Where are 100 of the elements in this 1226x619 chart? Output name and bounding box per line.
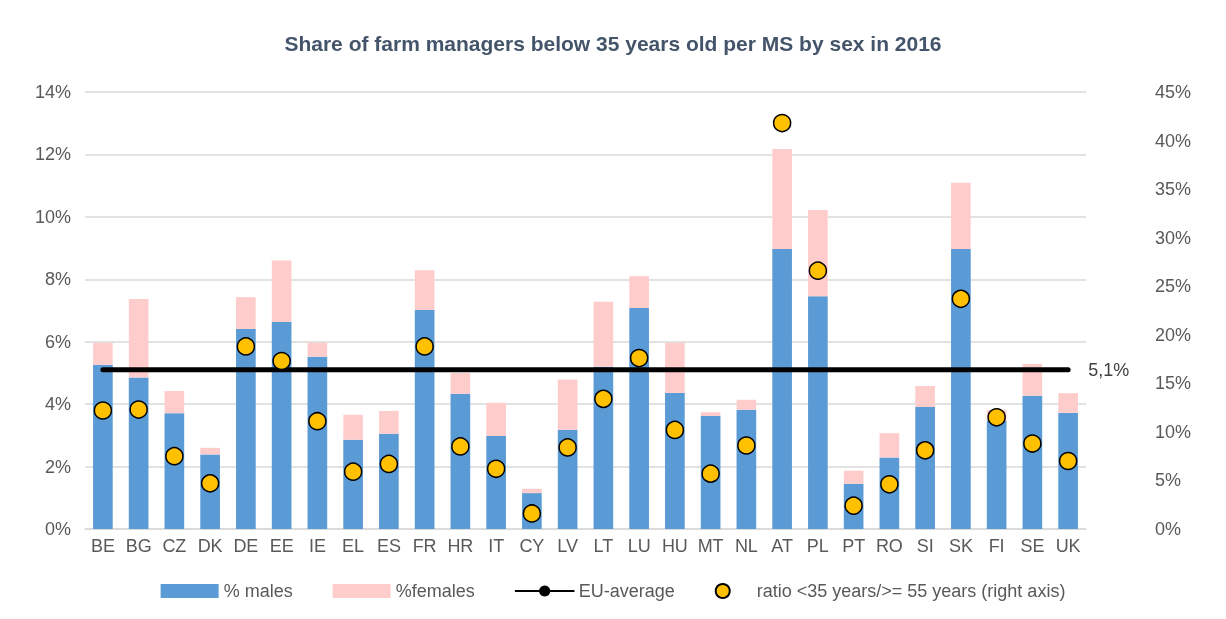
bar bbox=[522, 488, 542, 494]
x-tick-label: IE bbox=[308, 536, 326, 556]
x-tick-label: EL bbox=[342, 536, 365, 556]
x-tick-label: SE bbox=[1020, 536, 1045, 556]
x-tick-label: EE bbox=[269, 536, 294, 556]
bar bbox=[879, 433, 900, 458]
point bbox=[629, 348, 649, 368]
x-tick-label: LV bbox=[557, 536, 578, 556]
legend-label: %females bbox=[395, 581, 475, 601]
point bbox=[701, 464, 720, 483]
bar bbox=[343, 414, 363, 440]
point bbox=[737, 436, 756, 455]
y2-tick-label: 45% bbox=[1155, 82, 1192, 102]
bar bbox=[915, 386, 935, 407]
bar bbox=[772, 249, 792, 529]
x-tick-label: BG bbox=[125, 536, 152, 556]
x-tick-label: LU bbox=[627, 536, 651, 556]
bar bbox=[843, 470, 864, 484]
bar bbox=[951, 182, 971, 250]
bar bbox=[593, 301, 614, 367]
bar bbox=[772, 149, 792, 250]
point bbox=[451, 437, 470, 456]
point bbox=[343, 462, 363, 481]
y2-tick-label: 10% bbox=[1155, 421, 1192, 442]
x-tick-label: NL bbox=[734, 536, 758, 556]
bar bbox=[629, 308, 649, 529]
y-tick-label: 8% bbox=[44, 269, 71, 290]
point bbox=[1058, 451, 1078, 471]
point bbox=[594, 389, 613, 409]
bar bbox=[307, 342, 328, 357]
legend-label: % males bbox=[223, 581, 293, 601]
chart-title: Share of farm managers below 35 years old per MS by sex in 2016 bbox=[284, 32, 942, 55]
y2-tick-label: 5% bbox=[1155, 470, 1182, 491]
y2-tick-label: 0% bbox=[1155, 519, 1182, 539]
point bbox=[558, 438, 577, 457]
point bbox=[236, 337, 256, 356]
bar bbox=[665, 342, 685, 393]
y2-tick-label: 35% bbox=[1155, 179, 1192, 200]
point bbox=[522, 504, 542, 523]
y-tick-label: 14% bbox=[34, 82, 71, 102]
y-tick-label: 0% bbox=[44, 519, 71, 539]
x-tick-label: SK bbox=[948, 536, 973, 556]
x-tick-label: BE bbox=[90, 536, 115, 556]
legend-label: EU-average bbox=[578, 581, 675, 601]
point bbox=[808, 261, 828, 280]
point bbox=[1023, 434, 1042, 453]
point bbox=[308, 411, 327, 431]
x-tick-label: DK bbox=[197, 536, 223, 556]
y-tick-label: 12% bbox=[34, 144, 71, 165]
x-tick-label: MT bbox=[697, 536, 724, 556]
point bbox=[272, 351, 291, 371]
bar bbox=[1058, 393, 1078, 413]
bar bbox=[951, 249, 971, 529]
bar bbox=[93, 342, 113, 365]
y2-tick-label: 20% bbox=[1155, 324, 1192, 345]
x-tick-label: DE bbox=[233, 536, 259, 556]
bar bbox=[986, 420, 1007, 529]
y2-tick-label: 25% bbox=[1155, 276, 1192, 297]
point bbox=[165, 446, 184, 466]
x-tick-label: RO bbox=[875, 536, 903, 556]
x-tick-label: ES bbox=[376, 536, 401, 556]
x-tick-label: LT bbox=[593, 536, 614, 556]
bar bbox=[557, 379, 578, 430]
x-tick-label: HU bbox=[661, 536, 688, 556]
x-tick-label: UK bbox=[1055, 536, 1081, 556]
bar bbox=[271, 322, 292, 529]
bar bbox=[236, 297, 256, 329]
bar bbox=[93, 364, 113, 529]
bar bbox=[629, 276, 649, 308]
x-tick-label: HR bbox=[447, 536, 474, 556]
point bbox=[415, 337, 434, 356]
y-tick-label: 4% bbox=[44, 394, 71, 415]
point bbox=[951, 289, 971, 309]
bar bbox=[128, 298, 149, 378]
point bbox=[915, 441, 935, 460]
x-tick-label: SI bbox=[916, 536, 934, 556]
point bbox=[129, 400, 148, 419]
y2-tick-label: 15% bbox=[1155, 373, 1192, 394]
bar bbox=[414, 309, 435, 529]
point bbox=[200, 474, 220, 493]
bar bbox=[200, 447, 220, 455]
legend-label: ratio <35 years/>= 55 years (right axis) bbox=[756, 581, 1066, 601]
point bbox=[772, 113, 792, 133]
point bbox=[379, 454, 399, 474]
x-tick-label: PL bbox=[806, 536, 829, 556]
bar bbox=[379, 411, 399, 434]
bar bbox=[128, 377, 149, 529]
bar bbox=[450, 372, 471, 394]
x-tick-label: CZ bbox=[162, 536, 187, 556]
point bbox=[665, 420, 685, 440]
x-tick-label: PT bbox=[842, 536, 866, 556]
bar bbox=[164, 391, 185, 414]
x-tick-label: AT bbox=[771, 536, 793, 556]
y-tick-label: 6% bbox=[44, 331, 71, 352]
bar bbox=[808, 296, 828, 529]
y2-tick-label: 40% bbox=[1155, 130, 1192, 151]
bar bbox=[700, 412, 721, 416]
bar bbox=[236, 328, 256, 529]
annotation: 5,1% bbox=[1088, 359, 1130, 380]
point bbox=[987, 408, 1006, 427]
